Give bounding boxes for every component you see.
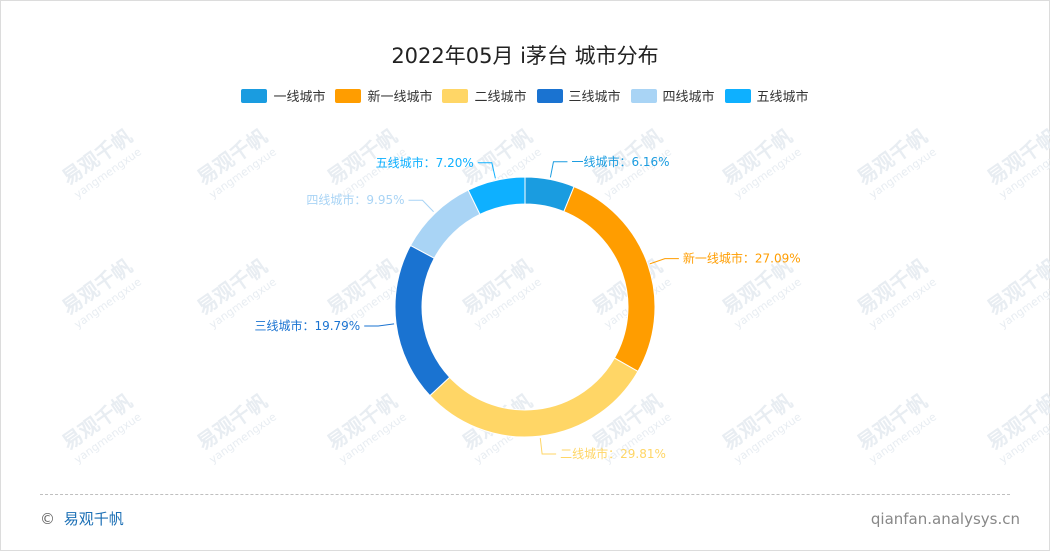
legend-swatch (442, 88, 469, 103)
data-label: 五线城市：7.20% (376, 155, 474, 170)
label-leader-line (364, 323, 395, 327)
footer-source: qianfan.analysys.cn (870, 510, 1020, 528)
legend-label: 三线城市 (568, 90, 621, 105)
footer-brand-text: 易观千帆 (63, 510, 124, 528)
legend-label: 新一线城市 (367, 90, 433, 105)
label-leader-line (649, 258, 679, 265)
donut-slice[interactable] (394, 244, 451, 397)
chart-legend: 一线城市 新一线城市 二线城市 三线城市 四线城市 五线城市 (0, 86, 1050, 105)
footer-divider (40, 494, 1010, 495)
legend-swatch (536, 88, 563, 103)
legend-label: 二线城市 (474, 90, 527, 105)
donut-slice[interactable] (467, 176, 526, 216)
data-label: 三线城市：19.79% (254, 318, 360, 333)
legend-label: 一线城市 (273, 90, 326, 105)
data-label: 新一线城市：27.09% (683, 251, 801, 266)
label-leader-line (408, 199, 434, 213)
legend-item[interactable]: 二线城市 (442, 86, 527, 105)
legend-swatch (335, 88, 362, 103)
chart-title: 2022年05月 i茅台 城市分布 (391, 44, 659, 68)
copyright-symbol: © (40, 510, 55, 528)
legend-label: 五线城市 (756, 90, 809, 105)
legend-swatch (630, 88, 657, 103)
legend-swatch (724, 88, 751, 103)
label-leader-line (477, 162, 496, 179)
legend-item[interactable]: 三线城市 (536, 86, 621, 105)
data-label: 一线城市：6.16% (571, 154, 669, 169)
legend-swatch (241, 88, 268, 103)
data-label: 二线城市：29.81% (560, 446, 666, 461)
data-label: 四线城市：9.95% (306, 192, 404, 207)
footer-brand: © 易观千帆 (40, 508, 124, 529)
donut-slice[interactable] (563, 185, 656, 373)
label-leader-line (549, 161, 568, 178)
legend-item[interactable]: 一线城市 (241, 86, 325, 105)
legend-item[interactable]: 新一线城市 (335, 86, 432, 105)
legend-item[interactable]: 五线城市 (724, 86, 809, 105)
label-leader-line (539, 438, 557, 455)
legend-item[interactable]: 四线城市 (630, 86, 715, 105)
donut-slice[interactable] (429, 357, 639, 438)
legend-label: 四线城市 (662, 90, 715, 105)
